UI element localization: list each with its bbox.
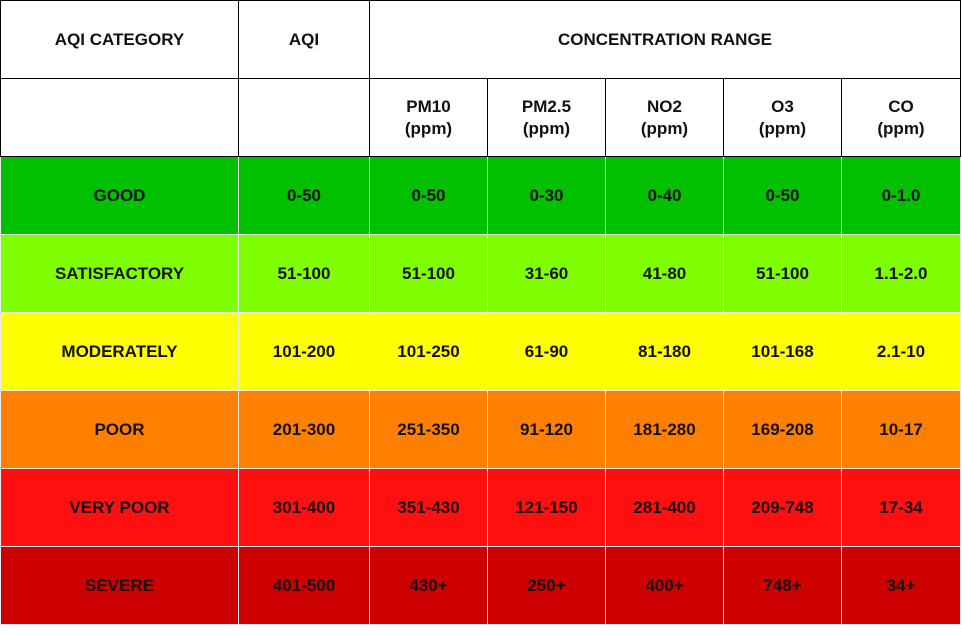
o3-range-cell: 748+ — [723, 546, 842, 625]
header-aqi-category: AQI CATEGORY — [0, 0, 239, 79]
o3-range-cell: 51-100 — [723, 234, 842, 313]
category-cell: SEVERE — [0, 546, 239, 625]
table-row: POOR 201-300 251-350 91-120 181-280 169-208 10… — [0, 390, 961, 469]
header-concentration-range: CONCENTRATION RANGE — [369, 0, 961, 79]
table-row: SEVERE 401-500 430+ 250+ 400+ 748+ 34+ — [0, 546, 961, 625]
pm10-range-cell: 101-250 — [369, 312, 488, 391]
header-blank-cell — [0, 78, 239, 157]
co-range-cell: 10-17 — [841, 390, 961, 469]
pm25-range-cell: 31-60 — [487, 234, 606, 313]
no2-range-cell: 281-400 — [605, 468, 724, 547]
aqi-range-cell: 401-500 — [238, 546, 370, 625]
aqi-range-cell: 201-300 — [238, 390, 370, 469]
no2-range-cell: 0-40 — [605, 156, 724, 235]
o3-range-cell: 0-50 — [723, 156, 842, 235]
category-cell: POOR — [0, 390, 239, 469]
pm25-range-cell: 250+ — [487, 546, 606, 625]
co-range-cell: 2.1-10 — [841, 312, 961, 391]
table-row: MODERATELY 101-200 101-250 61-90 81-180 101-1… — [0, 312, 961, 391]
pollutant-header-row: PM10 (ppm) PM2.5 (ppm) NO2 (ppm) O3 (ppm) CO… — [0, 78, 961, 157]
pm10-range-cell: 51-100 — [369, 234, 488, 313]
no2-range-cell: 400+ — [605, 546, 724, 625]
o3-range-cell: 209-748 — [723, 468, 842, 547]
header-co: CO (ppm) — [841, 78, 961, 157]
header-o3: O3 (ppm) — [723, 78, 842, 157]
header-pm10: PM10 (ppm) — [369, 78, 488, 157]
category-cell: GOOD — [0, 156, 239, 235]
table-row: GOOD 0-50 0-50 0-30 0-40 0-50 0-1.0 — [0, 156, 961, 235]
category-cell: MODERATELY — [0, 312, 239, 391]
aqi-range-cell: 51-100 — [238, 234, 370, 313]
no2-range-cell: 181-280 — [605, 390, 724, 469]
header-aqi: AQI — [238, 0, 370, 79]
co-range-cell: 0-1.0 — [841, 156, 961, 235]
category-cell: VERY POOR — [0, 468, 239, 547]
aqi-range-cell: 301-400 — [238, 468, 370, 547]
co-range-cell: 17-34 — [841, 468, 961, 547]
table-body: GOOD 0-50 0-50 0-30 0-40 0-50 0-1.0 SATISFACTOR… — [0, 156, 961, 625]
table-row: SATISFACTORY 51-100 51-100 31-60 41-80 51-100… — [0, 234, 961, 313]
pm10-range-cell: 251-350 — [369, 390, 488, 469]
category-cell: SATISFACTORY — [0, 234, 239, 313]
o3-range-cell: 169-208 — [723, 390, 842, 469]
pm25-range-cell: 91-120 — [487, 390, 606, 469]
pm10-range-cell: 430+ — [369, 546, 488, 625]
co-range-cell: 1.1-2.0 — [841, 234, 961, 313]
aqi-range-cell: 0-50 — [238, 156, 370, 235]
header-pm25: PM2.5 (ppm) — [487, 78, 606, 157]
pm10-range-cell: 351-430 — [369, 468, 488, 547]
table-row: VERY POOR 301-400 351-430 121-150 281-400 209… — [0, 468, 961, 547]
header-blank-cell — [238, 78, 370, 157]
header-row: AQI CATEGORY AQI CONCENTRATION RANGE — [0, 0, 961, 79]
pm25-range-cell: 61-90 — [487, 312, 606, 391]
o3-range-cell: 101-168 — [723, 312, 842, 391]
pm25-range-cell: 121-150 — [487, 468, 606, 547]
co-range-cell: 34+ — [841, 546, 961, 625]
header-no2: NO2 (ppm) — [605, 78, 724, 157]
no2-range-cell: 41-80 — [605, 234, 724, 313]
aqi-range-cell: 101-200 — [238, 312, 370, 391]
pm10-range-cell: 0-50 — [369, 156, 488, 235]
pm25-range-cell: 0-30 — [487, 156, 606, 235]
no2-range-cell: 81-180 — [605, 312, 724, 391]
